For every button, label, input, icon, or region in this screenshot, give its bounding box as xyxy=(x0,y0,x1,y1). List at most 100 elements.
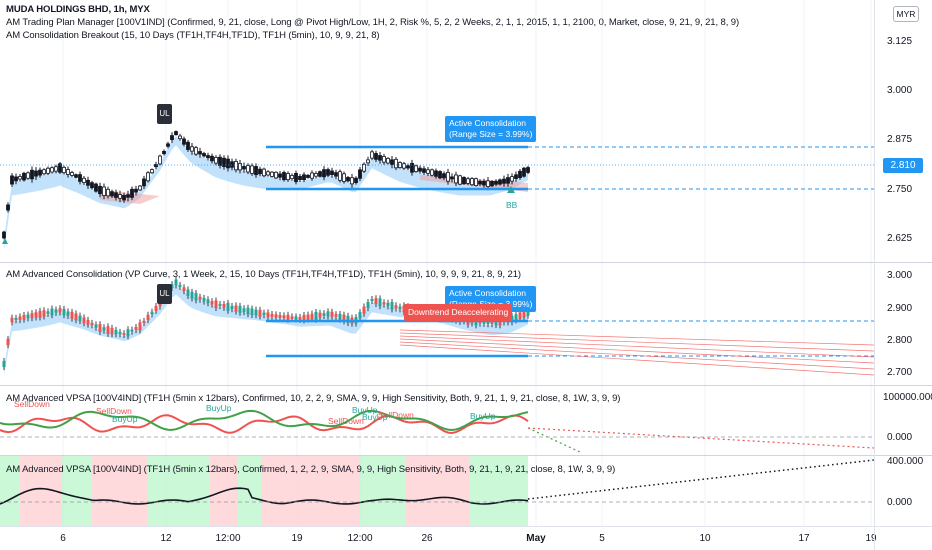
candle-body xyxy=(286,173,290,181)
time-scale[interactable]: 6 12 12:00 19 12:00 26 May 5 10 17 19 xyxy=(0,526,877,550)
candle-body xyxy=(130,188,134,198)
candle-body xyxy=(170,284,174,288)
legend-trading-plan-manager[interactable]: AM Trading Plan Manager [100V1IND] (Conf… xyxy=(6,17,740,28)
price-label: 3.125 xyxy=(887,36,913,47)
candle-body xyxy=(426,169,430,174)
candle-body xyxy=(66,311,70,316)
candle-body xyxy=(482,321,486,324)
ema-cloud-main xyxy=(4,136,528,250)
candle-body xyxy=(274,314,278,318)
candle-body xyxy=(406,165,410,169)
price-label: 2.900 xyxy=(887,303,913,314)
candle-body xyxy=(94,324,98,328)
signal-buyup: BuyUp xyxy=(206,403,232,413)
candle-body xyxy=(386,302,390,307)
candle-body xyxy=(62,308,66,316)
candle-body xyxy=(438,171,442,179)
candle-body xyxy=(338,313,342,320)
candle-body xyxy=(510,315,514,323)
candle-body xyxy=(82,317,86,324)
candle-body xyxy=(322,313,326,316)
candle-body xyxy=(514,314,518,321)
candle-body xyxy=(194,293,198,301)
candle-body xyxy=(198,296,202,300)
candle-body xyxy=(202,153,206,157)
scale-corner xyxy=(874,526,932,550)
legend-vpsa-1[interactable]: AM Advanced VPSA [100V4IND] (TF1H (5min … xyxy=(6,393,621,404)
ul-badge-consolidation: UL xyxy=(157,284,172,304)
vpsa-band xyxy=(62,456,92,526)
price-label: 400.000 xyxy=(887,456,924,467)
candle-body xyxy=(102,327,106,331)
candle-body xyxy=(298,176,302,180)
candle-body xyxy=(366,159,370,164)
candle-body xyxy=(38,310,42,318)
candle-body xyxy=(26,314,30,319)
price-label: 0.000 xyxy=(887,497,913,508)
chart-area[interactable]: MUDA HOLDINGS BHD, 1h, MYX AM Trading Pl… xyxy=(0,0,874,526)
candle-body xyxy=(270,171,274,177)
candle-body xyxy=(230,306,234,310)
candle-body xyxy=(458,175,462,185)
candle-body xyxy=(326,169,330,176)
candle-body xyxy=(234,305,238,312)
candle-body xyxy=(158,155,162,165)
candle-body xyxy=(258,168,262,175)
pane-separator[interactable] xyxy=(0,455,932,456)
candle-body xyxy=(58,308,62,313)
candle-body xyxy=(326,311,330,317)
candle-body xyxy=(114,329,118,335)
candle-body xyxy=(198,151,202,155)
chart-title: MUDA HOLDINGS BHD, 1h, MYX xyxy=(6,4,150,15)
vpsa-band xyxy=(405,456,470,526)
ul-badge-main: UL xyxy=(157,104,172,124)
candle-body xyxy=(10,175,14,185)
candle-body xyxy=(402,163,406,169)
last-price-tag: 2.810 xyxy=(883,158,923,173)
vpsa-sell-line xyxy=(0,414,529,434)
candle-body xyxy=(134,188,138,193)
candle-body xyxy=(498,179,502,185)
pane-separator[interactable] xyxy=(0,385,932,386)
vpsa-band xyxy=(470,456,528,526)
price-scale[interactable]: MYR 3.125 3.000 2.875 2.810 2.750 2.625 … xyxy=(874,0,932,526)
legend-advanced-consolidation[interactable]: AM Advanced Consolidation (VP Curve, 3, … xyxy=(6,269,521,280)
candle-body xyxy=(358,312,362,319)
candle-body xyxy=(186,141,190,150)
candle-body xyxy=(202,297,206,302)
candle-body xyxy=(114,192,118,198)
candle-body xyxy=(226,158,230,169)
vpsa-buy-line xyxy=(0,409,529,431)
candle-body xyxy=(266,312,270,318)
candle-body xyxy=(510,176,514,182)
candle-body xyxy=(146,314,150,321)
candle-body xyxy=(278,173,282,178)
signal-buyup: BuyUp xyxy=(352,405,378,415)
pane-separator[interactable] xyxy=(0,262,932,263)
candle-body xyxy=(98,324,102,332)
candle-body xyxy=(62,166,66,174)
candle-body xyxy=(142,320,146,323)
candle-body xyxy=(362,163,366,172)
candle-body xyxy=(462,176,466,185)
candle-body xyxy=(478,180,482,185)
candle-body xyxy=(122,195,126,201)
candle-body xyxy=(50,308,54,316)
candle-body xyxy=(130,329,134,332)
candle-body xyxy=(330,311,334,317)
time-label-month: May xyxy=(526,533,546,544)
legend-vpsa-2[interactable]: AM Advanced VPSA [100V4IND] (TF1H (5min … xyxy=(6,464,616,475)
candle-body xyxy=(74,313,78,321)
candle-body xyxy=(374,298,378,305)
currency-button[interactable]: MYR xyxy=(893,6,919,22)
candle-body xyxy=(390,301,394,310)
trend-fan-line xyxy=(399,332,874,352)
candle-body xyxy=(190,291,194,299)
candle-body xyxy=(522,167,526,177)
candle-body xyxy=(350,177,354,185)
trend-fan-line xyxy=(399,338,874,364)
candle-body xyxy=(134,326,138,331)
legend-consolidation-breakout[interactable]: AM Consolidation Breakout (15, 10 Days (… xyxy=(6,30,380,41)
chart-canvas[interactable] xyxy=(0,0,874,526)
candle-body xyxy=(106,326,110,334)
